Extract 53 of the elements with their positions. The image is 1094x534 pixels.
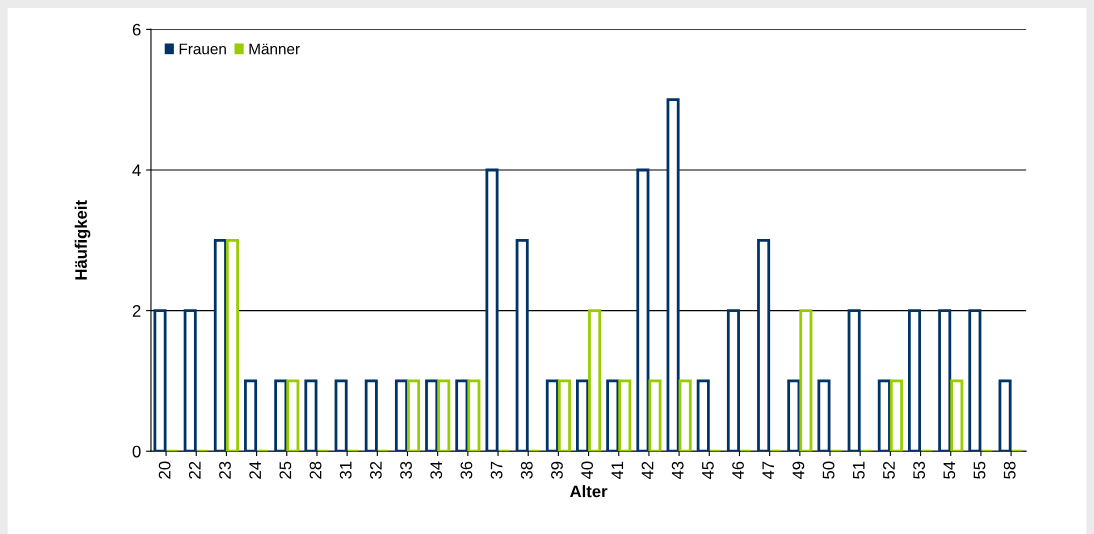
x-tick-label: 51: [853, 461, 865, 479]
x-tick-label: 38: [520, 461, 533, 479]
x-tick-label: 42: [641, 461, 654, 480]
bar: [726, 309, 740, 452]
bar: [334, 379, 348, 452]
x-tick-label: 39: [551, 461, 563, 479]
bar: [998, 379, 1012, 452]
legend-label: Männer: [249, 43, 300, 55]
x-tick-label: 37: [490, 461, 503, 479]
y-tick-label: 4: [132, 164, 141, 177]
x-tick-label: 50: [822, 461, 835, 479]
x-tick-label: 43: [671, 461, 684, 480]
x-tick-label: 24: [249, 461, 261, 479]
x-tick-label: 32: [369, 461, 382, 479]
x-tick-label: 28: [309, 461, 322, 479]
x-tick-label: 41: [611, 461, 624, 480]
bar: [696, 379, 710, 452]
x-tick-label: 22: [188, 461, 201, 479]
x-tick-label: 33: [400, 461, 412, 479]
x-tick-label: 46: [732, 461, 744, 480]
bar: [907, 309, 922, 452]
x-tick-label: 45: [702, 461, 714, 480]
y-tick-label: 2: [132, 305, 141, 317]
x-tick-label: 36: [460, 461, 473, 479]
bar: [244, 379, 258, 452]
x-tick-label: 58: [1003, 461, 1016, 479]
x-tick-label: 23: [219, 461, 231, 479]
x-tick-label: 40: [581, 461, 594, 480]
bar: [304, 379, 318, 452]
x-tick-label: 47: [762, 461, 774, 480]
bar: [153, 309, 167, 452]
bar: [183, 309, 197, 452]
x-tick-label: 55: [973, 461, 986, 479]
bar: [757, 238, 771, 452]
legend-label: Frauen: [179, 43, 226, 55]
x-tick-label: 20: [158, 461, 171, 479]
y-axis-title: Häufigkeit: [74, 200, 91, 280]
x-tick-label: 25: [279, 461, 292, 479]
x-tick-label: 34: [430, 461, 443, 479]
x-axis-title: Alter: [570, 485, 608, 498]
x-tick-label: 52: [883, 461, 895, 479]
bar: [515, 238, 529, 452]
bar: [485, 168, 499, 452]
bar: [847, 309, 861, 452]
x-tick-label: 54: [943, 461, 956, 479]
bar: [968, 309, 982, 452]
x-tick-label: 53: [913, 461, 926, 479]
x-tick-label: 31: [339, 461, 352, 479]
y-tick-label: 0: [132, 445, 141, 458]
bar: [364, 379, 378, 452]
bar: [817, 379, 831, 452]
y-tick-label: 6: [132, 23, 141, 36]
x-tick-label: 49: [792, 461, 805, 480]
